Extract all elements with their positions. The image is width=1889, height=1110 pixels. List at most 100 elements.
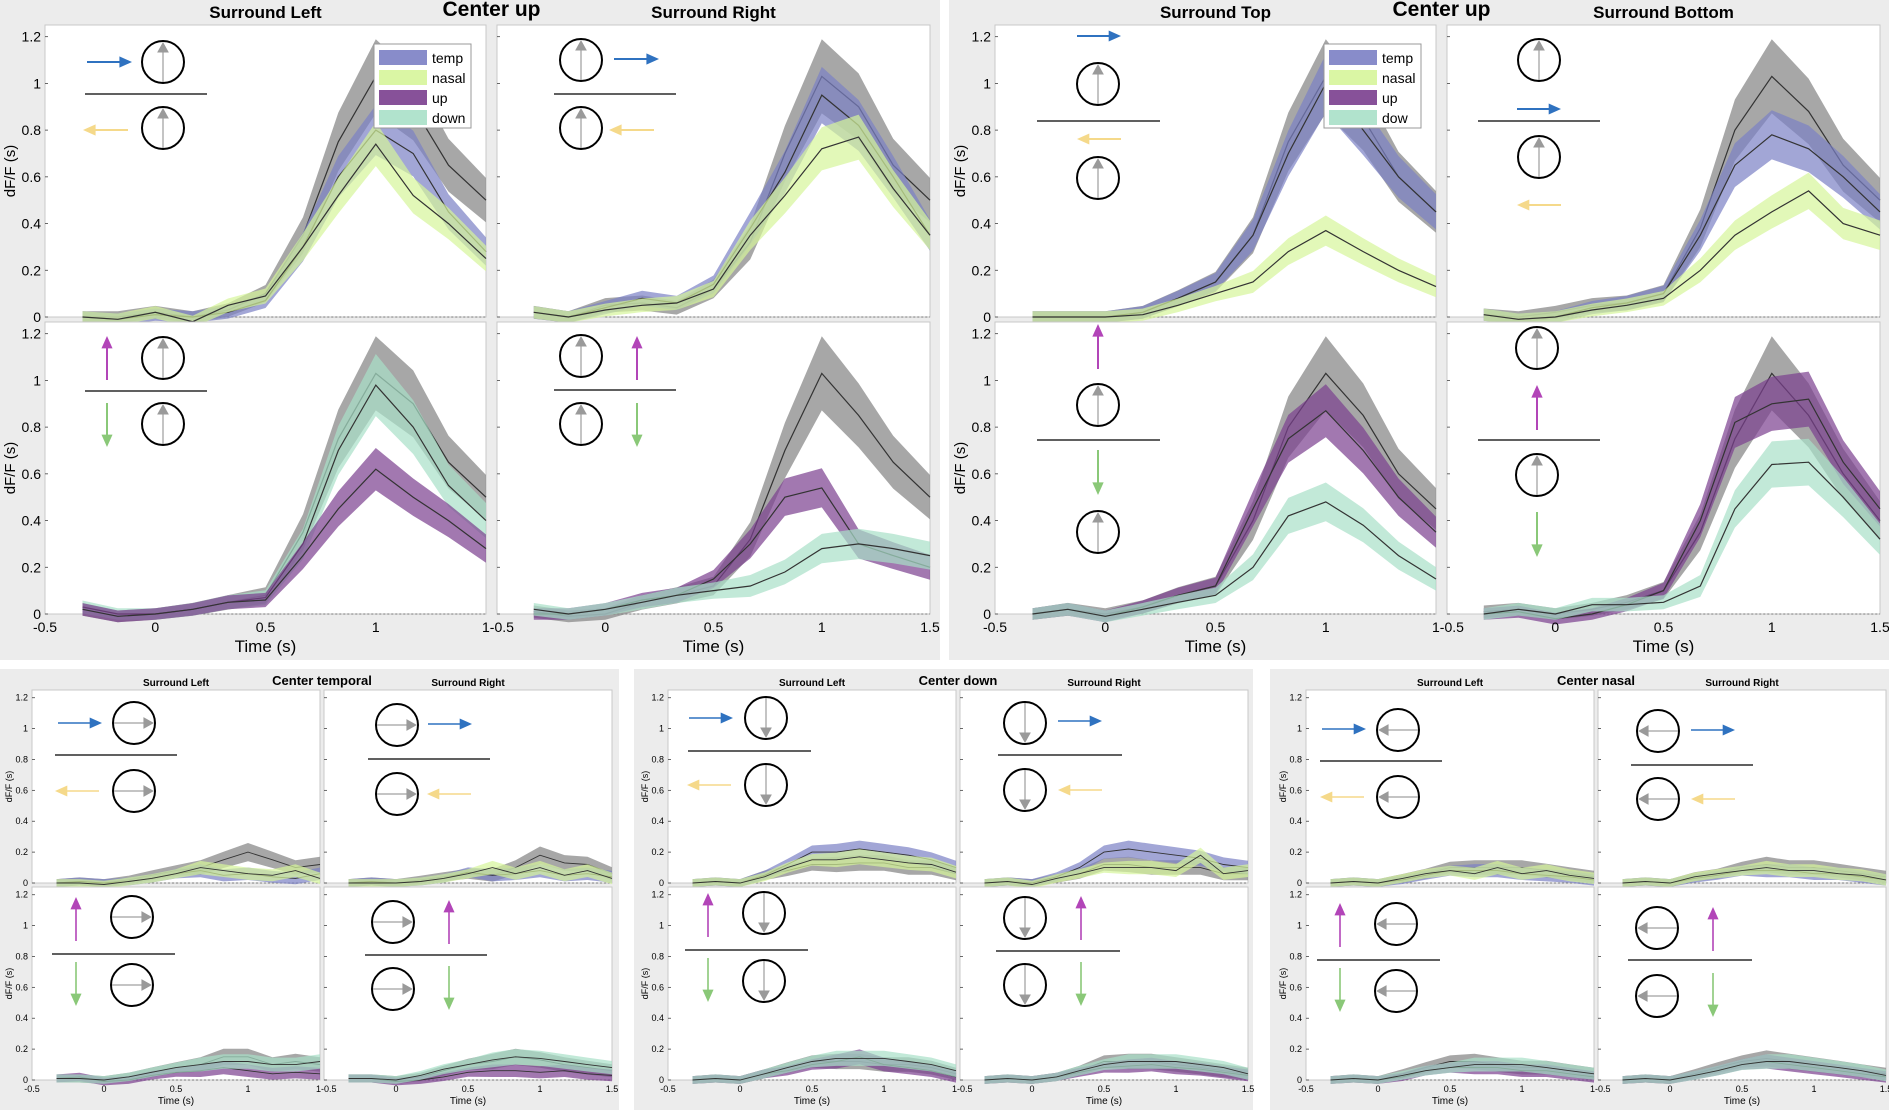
x-tick-label: 1-0.5: [952, 1084, 973, 1094]
x-tick-label: 1: [245, 1084, 250, 1094]
y-tick-label: 0.4: [972, 216, 992, 232]
center-arrow-head: [141, 979, 152, 991]
y-tick-label: 0.2: [972, 559, 992, 575]
panel-13: 0 0.2 0.4 0.6 0.8 1 1.2: [651, 689, 957, 888]
surround-title: Surround Right: [1067, 678, 1141, 689]
y-tick-label: 0.4: [15, 816, 28, 826]
band-nasal: [82, 122, 486, 328]
legend-entry: nasal: [1382, 70, 1415, 86]
x-tick-label: -0.5: [660, 1084, 676, 1094]
center-stimulus-icon: [1003, 896, 1047, 940]
band-down: [984, 1054, 1248, 1084]
arrow-head: [83, 124, 96, 136]
arrow-head: [631, 434, 643, 447]
x-tick-label: 0: [1029, 1084, 1034, 1094]
panel-3: 0 0.2 0.4 0.6 0.8 1 1.2: [22, 321, 487, 623]
surround-title: Surround Right: [1705, 678, 1779, 689]
arrow-head: [1092, 482, 1104, 495]
y-tick-label: 1.2: [22, 29, 42, 45]
center-stimulus-icon: [375, 772, 419, 816]
arrow-head: [646, 53, 659, 65]
center-arrow-head: [1637, 990, 1648, 1002]
legend-swatch-temp: [1329, 50, 1377, 65]
y-tick-label: 0.4: [972, 513, 992, 529]
band-down: [1330, 1057, 1594, 1084]
line-down: [56, 1061, 321, 1081]
surround-arrow-right: [614, 53, 659, 65]
panel-12: [323, 886, 613, 1086]
y-tick-label: 1: [659, 921, 664, 931]
y-tick-label: 0.2: [22, 559, 42, 575]
arrow-head: [1075, 896, 1087, 909]
x-tick-label: 1-0.5: [1432, 619, 1464, 635]
center-arrow-head: [758, 922, 770, 933]
y-axis-label: dF/F (s): [1278, 968, 1288, 1000]
center-stimulus-icon: [559, 106, 603, 150]
legend-swatch-down: [379, 110, 427, 125]
x-tick-label: -0.5: [1298, 1084, 1314, 1094]
y-tick-label: 0.2: [651, 847, 664, 857]
line-nasal: [533, 136, 931, 318]
y-tick-label: 0.8: [15, 754, 28, 764]
line-nasal: [82, 143, 487, 323]
center-stimulus-icon: [1374, 969, 1418, 1013]
center-stimulus-icon: [742, 891, 786, 935]
x-tick-label: -0.5: [24, 1084, 40, 1094]
x-tick-label: 1: [1768, 619, 1776, 635]
arrow-head: [119, 56, 132, 68]
legend-swatch-nasal: [379, 70, 427, 85]
arrow-head: [427, 788, 440, 800]
surround-arrow-down: [631, 403, 643, 447]
arrow-head: [720, 712, 733, 724]
surround-arrow-left: [1058, 784, 1102, 796]
x-tick-label: 0.5: [1206, 619, 1226, 635]
x-axis-label: Time (s): [1185, 637, 1247, 656]
y-tick-label: 0.8: [651, 754, 664, 764]
arrow-head: [1353, 723, 1366, 735]
y-tick-label: 0.4: [22, 216, 42, 232]
y-tick-label: 1.2: [22, 326, 42, 342]
arrow-head: [1108, 30, 1121, 42]
y-tick-label: 0.4: [22, 513, 42, 529]
arrow-head: [631, 336, 643, 349]
x-axis-label: Time (s): [683, 637, 745, 656]
surround-arrow-left: [83, 124, 128, 136]
panel-17: 0 0.2 0.4 0.6 0.8 1 1.2: [1289, 689, 1595, 888]
center-arrow-head: [1376, 918, 1387, 930]
x-tick-label: 1.5: [1880, 1084, 1889, 1094]
center-arrow-head: [1019, 799, 1031, 810]
line-down: [1032, 501, 1437, 617]
y-axis-label: dF/F (s): [640, 771, 650, 803]
y-tick-label: 0.6: [651, 785, 664, 795]
x-tick-label: 0: [601, 619, 609, 635]
x-tick-label: 0.5: [704, 619, 724, 635]
center-arrow-head: [1378, 724, 1389, 736]
center-arrow-head: [1092, 385, 1104, 396]
x-tick-label: 1.5: [1870, 619, 1889, 635]
x-tick-label: 1: [1322, 619, 1330, 635]
line-nasal: [56, 867, 321, 885]
axes-box: [44, 321, 487, 615]
center-stimulus-icon: [1376, 708, 1420, 752]
x-axis-label: Time (s): [1432, 1096, 1468, 1107]
y-tick-label: 0: [1297, 1075, 1302, 1085]
arrow-head: [702, 989, 714, 1002]
surround-arrow-up: [443, 900, 455, 944]
arrow-head: [609, 124, 622, 136]
line-down: [348, 1056, 613, 1081]
x-tick-label: 0.5: [170, 1084, 183, 1094]
x-tick-label: 0: [101, 1084, 106, 1094]
center-arrow-head: [157, 404, 169, 415]
center-stimulus-icon: [1076, 510, 1120, 554]
y-tick-label: 0.6: [972, 169, 992, 185]
x-axis-label: Time (s): [1086, 1096, 1122, 1107]
center-arrow-head: [406, 788, 417, 800]
arrow-head: [443, 997, 455, 1010]
center-stimulus-icon: [1076, 62, 1120, 106]
arrow-head: [55, 785, 68, 797]
arrow-head: [70, 897, 82, 910]
center-arrow-head: [575, 404, 587, 415]
arrow-head: [89, 717, 102, 729]
y-tick-label: 0: [1297, 878, 1302, 888]
surround-arrow-left: [1517, 199, 1561, 211]
